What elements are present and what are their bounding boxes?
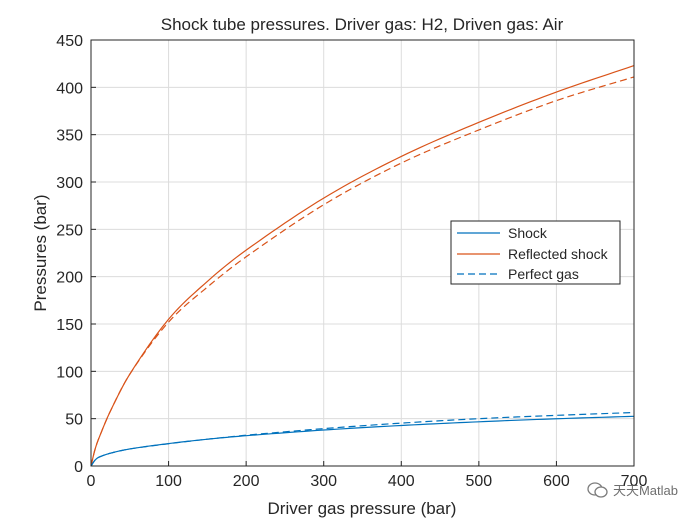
legend-entry-shock: Shock	[508, 225, 548, 241]
y-axis-title: Pressures (bar)	[31, 194, 50, 311]
y-tick-label: 100	[56, 364, 83, 381]
series-line-0	[90, 415, 635, 467]
series-line-2	[90, 76, 635, 467]
x-tick-label: 0	[87, 473, 96, 490]
chart-title: Shock tube pressures. Driver gas: H2, Dr…	[161, 15, 564, 34]
axis-ticks: 0 100 200 300 400 500 600 700 0 50 100 150 200 250 300…	[56, 33, 647, 490]
watermark-text: 天天Matlab	[612, 483, 678, 498]
wechat-icon	[587, 481, 608, 498]
legend-entry-perfect-gas: Perfect gas	[508, 266, 579, 282]
y-tick-label: 0	[74, 459, 83, 476]
y-tick-label: 350	[56, 128, 83, 145]
x-tick-label: 600	[543, 473, 570, 490]
y-tick-label: 200	[56, 270, 83, 287]
series-line-3	[90, 411, 635, 467]
x-tick-label: 700	[621, 473, 648, 490]
legend: Shock Reflected shock Perfect gas	[450, 220, 621, 285]
watermark: 天天Matlab	[587, 480, 678, 499]
x-tick-label: 500	[466, 473, 493, 490]
x-tick-label: 400	[388, 473, 415, 490]
x-tick-label: 300	[310, 473, 337, 490]
y-tick-label: 300	[56, 175, 83, 192]
x-axis-title: Driver gas pressure (bar)	[268, 499, 457, 518]
y-tick-label: 400	[56, 80, 83, 97]
legend-entry-reflected-shock: Reflected shock	[508, 246, 609, 262]
y-tick-label: 50	[65, 412, 83, 429]
y-tick-label: 250	[56, 222, 83, 239]
plot-area-border	[90, 39, 635, 467]
series-lines	[90, 64, 635, 467]
y-tick-label: 450	[56, 33, 83, 50]
y-tick-label: 150	[56, 317, 83, 334]
x-tick-label: 200	[233, 473, 260, 490]
x-tick-label: 100	[155, 473, 182, 490]
